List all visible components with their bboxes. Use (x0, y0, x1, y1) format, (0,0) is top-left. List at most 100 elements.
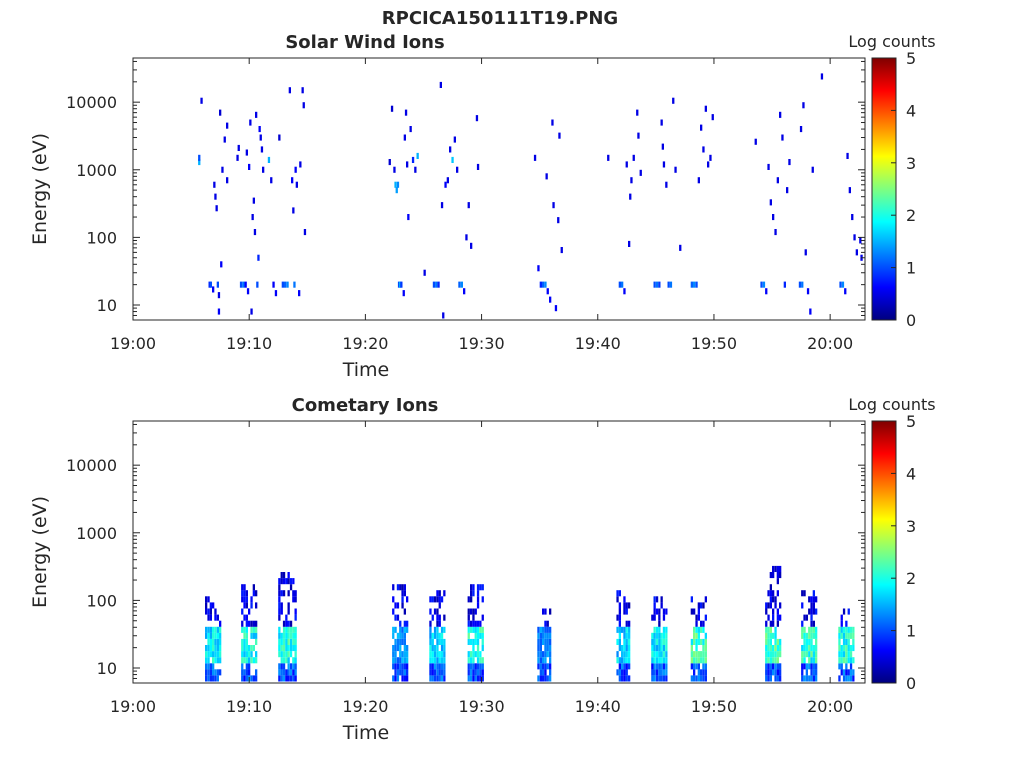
spectrogram-cell (431, 638, 434, 645)
spectrogram-cell (655, 651, 659, 658)
spectrogram-cell (479, 620, 482, 627)
spectrogram-cell (294, 675, 297, 682)
spectrogram-cell (544, 626, 547, 633)
spectrogram-cell (248, 651, 251, 658)
spectrogram-cell (396, 614, 400, 621)
spectrogram-cell (697, 651, 700, 658)
spectrogram-cell (476, 632, 480, 639)
spectrogram-cell (272, 281, 275, 288)
spectrogram-cell (209, 663, 212, 670)
spectrogram-cell (810, 669, 813, 676)
y-tick-label: 1000 (76, 161, 117, 180)
spectrogram-cell (772, 657, 775, 664)
spectrogram-cell (443, 663, 446, 670)
spectrogram-cell (625, 651, 628, 658)
spectrogram-cell (801, 657, 804, 664)
spectrogram-cell (805, 675, 808, 682)
spectrogram-cell (470, 669, 473, 676)
spectrogram-cell (278, 632, 281, 639)
spectrogram-cell (289, 675, 293, 682)
spectrogram-cell (693, 669, 696, 676)
spectrogram-cell (280, 572, 283, 579)
spectrogram-cell (655, 669, 659, 676)
spectrogram-cell (256, 281, 259, 288)
x-tick-label: 19:50 (691, 697, 737, 716)
spectrogram-cell (411, 156, 415, 163)
spectrogram-cell (216, 638, 219, 645)
spectrogram-cell (700, 651, 703, 658)
spectrogram-cell (838, 626, 841, 633)
spectrogram-cell (219, 632, 222, 639)
spectrogram-cell (226, 177, 229, 184)
spectrogram-cell (838, 638, 841, 645)
spectrogram-cell (394, 614, 397, 621)
spectrogram-cell (704, 669, 707, 676)
spectrogram-cell (278, 602, 281, 609)
spectrogram-cell (655, 675, 659, 682)
colorbar-tick-label: 4 (906, 464, 916, 483)
spectrogram-cell (287, 620, 290, 627)
spectrogram-cell (662, 614, 666, 621)
spectrogram-cell (481, 638, 484, 645)
spectrogram-cell (436, 608, 439, 615)
spectrogram-cell (815, 663, 818, 670)
spectrogram-cell (700, 675, 703, 682)
spectrogram-cell (767, 651, 770, 658)
spectrogram-cell (433, 669, 437, 676)
spectrogram-cell (655, 657, 659, 664)
spectrogram-cell (401, 632, 404, 639)
spectrogram-cell (542, 669, 545, 676)
spectrogram-cell (842, 608, 846, 615)
spectrogram-cell (623, 602, 626, 609)
spectrogram-cell (241, 663, 244, 670)
spectrogram-cell (805, 632, 808, 639)
spectrogram-cell (623, 663, 626, 670)
spectrogram-cell (282, 675, 286, 682)
spectrogram-cell (765, 288, 768, 295)
spectrogram-cell (394, 675, 397, 682)
spectrogram-cell (765, 675, 768, 682)
spectrogram-cell (429, 626, 432, 633)
spectrogram-cell (280, 651, 283, 658)
spectrogram-cell (765, 626, 768, 633)
spectrogram-cell (700, 602, 703, 609)
spectrogram-cell (443, 590, 446, 597)
spectrogram-cell (815, 626, 818, 633)
spectrogram-cell (704, 105, 707, 112)
spectrogram-cell (294, 663, 297, 670)
spectrogram-cell (693, 638, 696, 645)
spectrogram-cell (472, 675, 475, 682)
spectrogram-cell (655, 638, 659, 645)
spectrogram-cell (470, 584, 473, 591)
spectrogram-cell (436, 669, 439, 676)
spectrogram-cell (303, 229, 307, 236)
spectrogram-cell (655, 632, 659, 639)
spectrogram-cell (799, 126, 803, 133)
spectrogram-cell (401, 602, 404, 609)
spectrogram-cell (285, 638, 288, 645)
spectrogram-cell (844, 288, 847, 295)
spectrogram-cell (665, 645, 668, 652)
spectrogram-cell (774, 602, 777, 609)
spectrogram-cell (443, 651, 446, 658)
spectrogram-cell (401, 675, 404, 682)
spectrogram-cell (774, 675, 777, 682)
spectrogram-cell (280, 638, 283, 645)
spectrogram-cell (693, 608, 696, 615)
spectrogram-cell (662, 645, 666, 652)
spectrogram-cell (278, 584, 281, 591)
spectrogram-cell (801, 281, 804, 288)
spectrogram-cell (397, 281, 401, 288)
spectrogram-cell (243, 669, 246, 676)
spectrogram-cell (660, 663, 663, 670)
spectrogram-cell (653, 669, 656, 676)
spectrogram-cell (546, 675, 549, 682)
spectrogram-cell (852, 675, 855, 682)
spectrogram-cell (295, 181, 298, 188)
spectrogram-cell (655, 281, 659, 288)
spectrogram-cell (476, 651, 480, 658)
spectrogram-cell (697, 614, 700, 621)
spectrogram-cell (289, 663, 293, 670)
spectrogram-cell (804, 249, 807, 256)
